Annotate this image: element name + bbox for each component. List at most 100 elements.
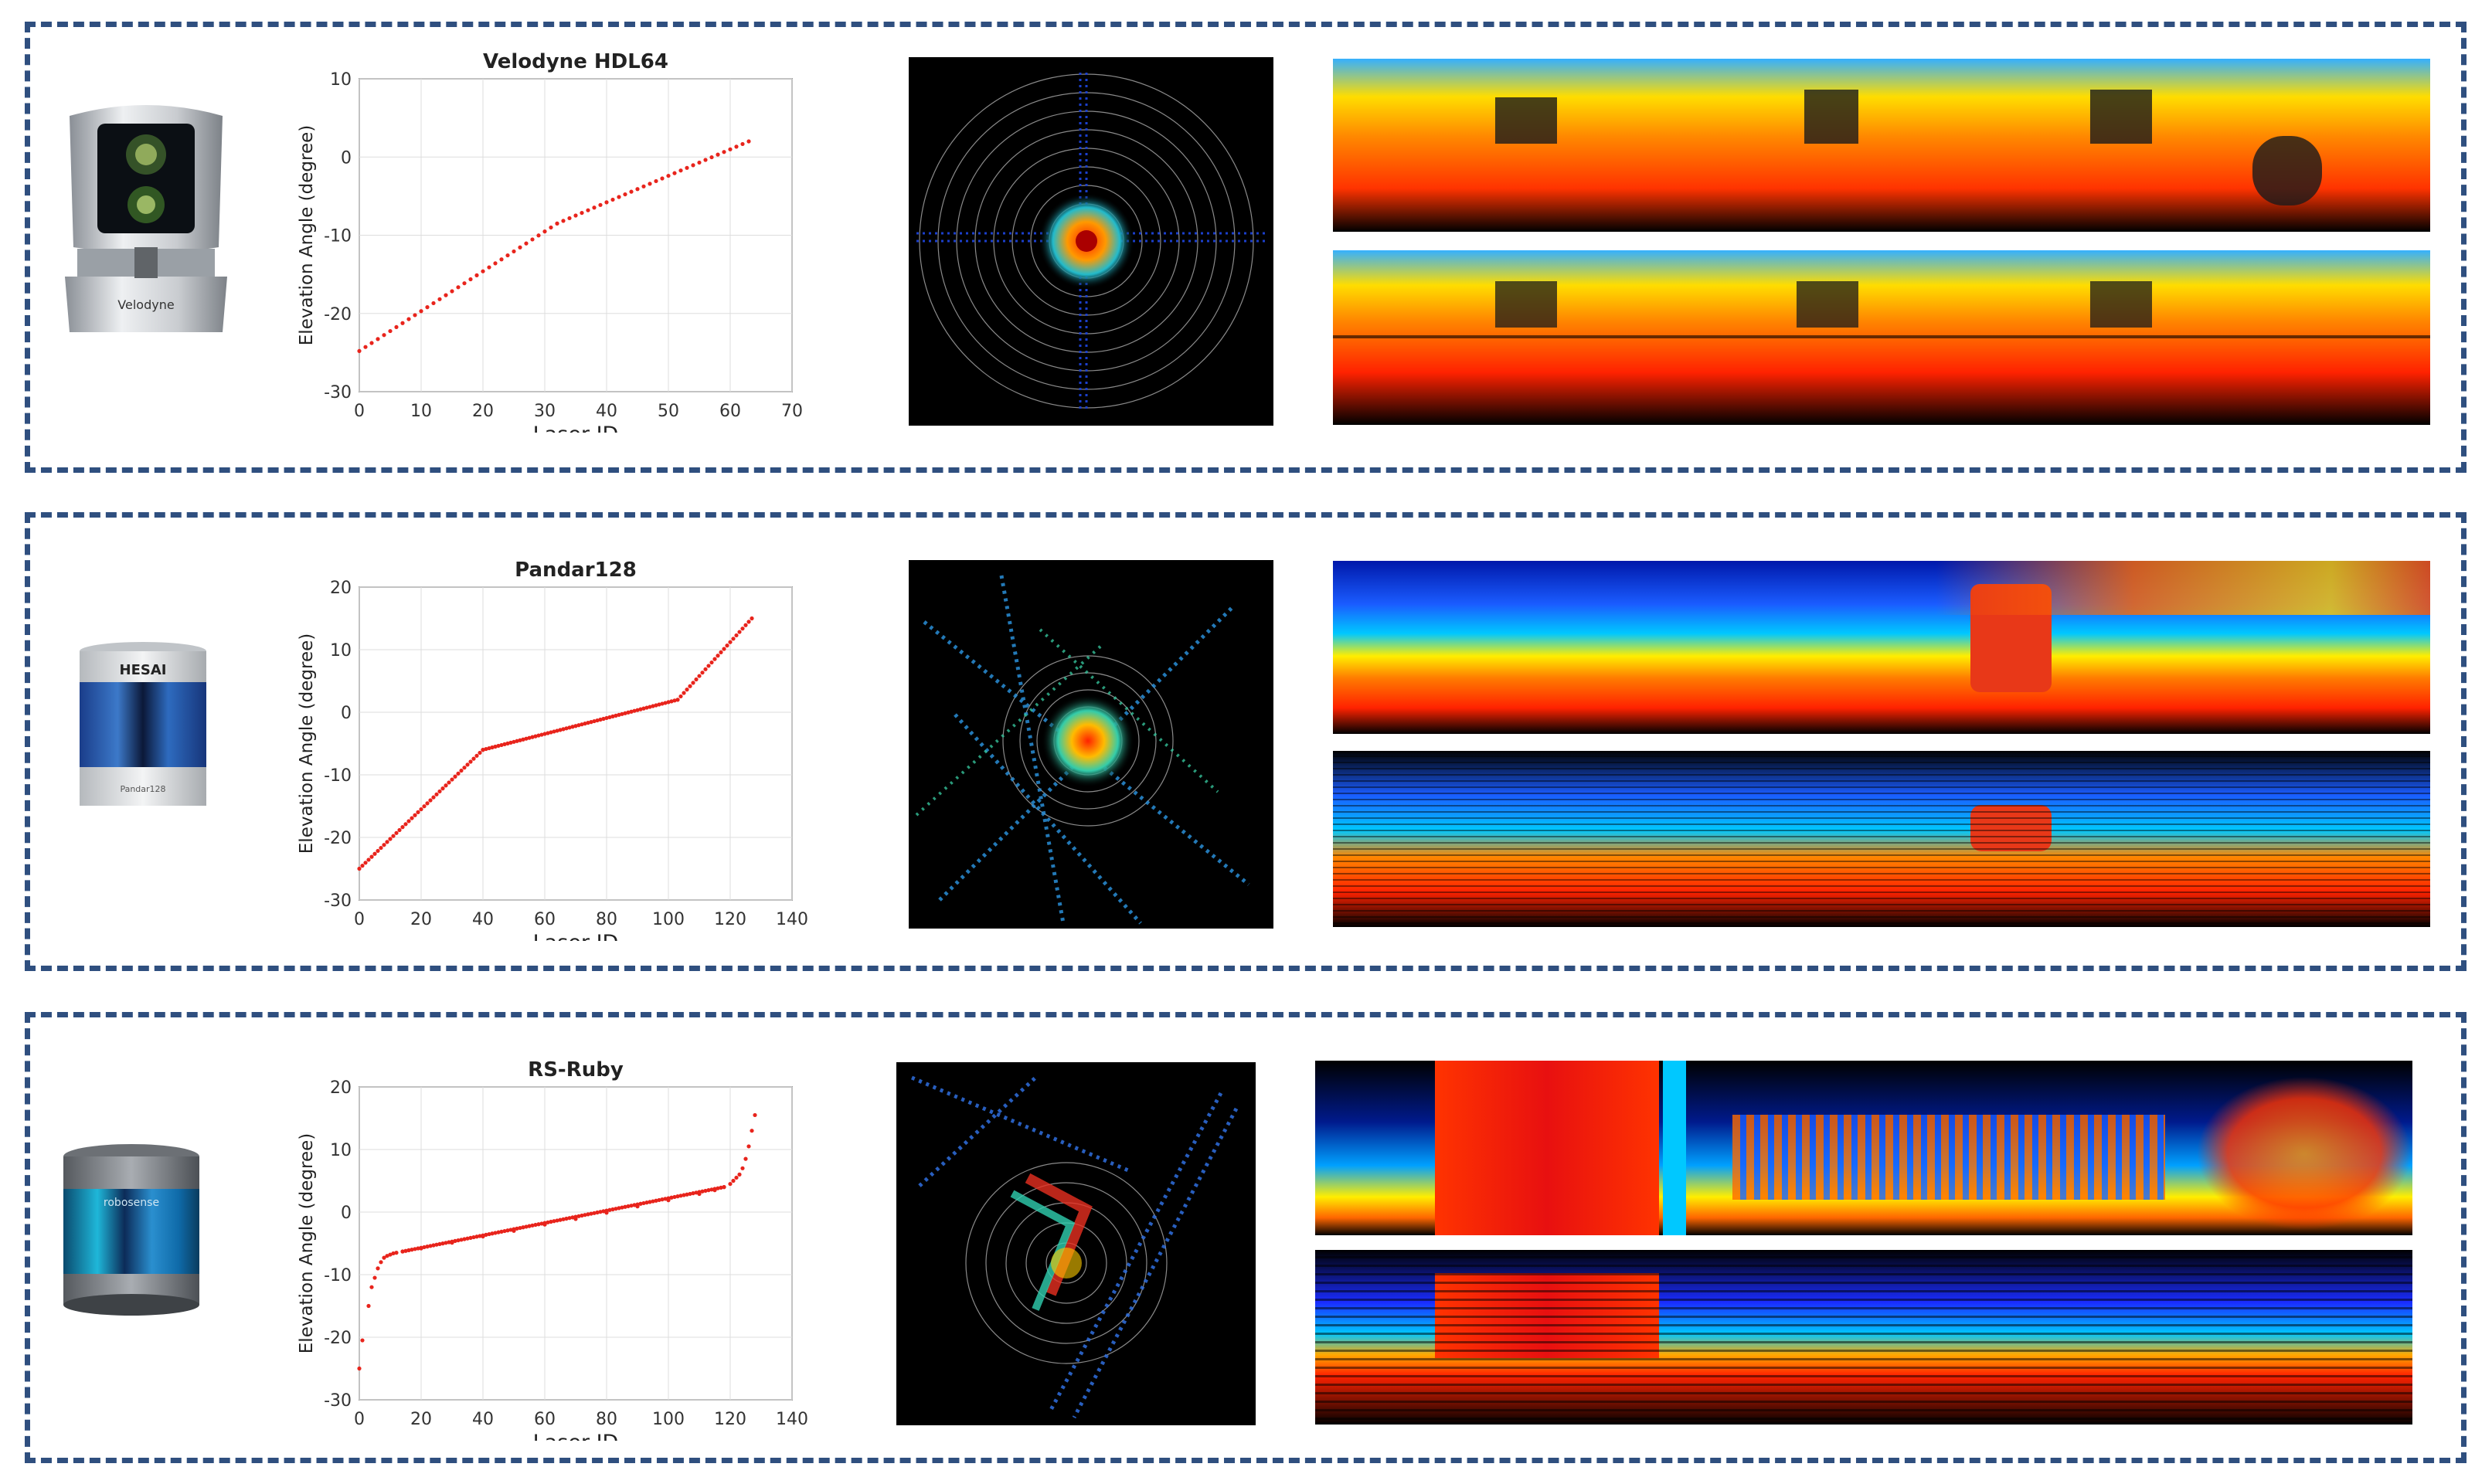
- data-point: [750, 1129, 754, 1133]
- data-point: [623, 192, 627, 197]
- data-point: [406, 819, 411, 824]
- data-point: [722, 647, 726, 651]
- data-point: [539, 1221, 544, 1226]
- data-point: [691, 163, 695, 168]
- data-point: [737, 630, 742, 634]
- data-point: [589, 720, 593, 725]
- data-point: [431, 795, 436, 800]
- data-point: [394, 830, 399, 835]
- y-tick-label: -30: [324, 1391, 352, 1411]
- data-point: [570, 725, 575, 729]
- data-point: [462, 281, 467, 286]
- data-point: [734, 144, 739, 149]
- data-point: [413, 1247, 417, 1251]
- data-point: [614, 1207, 618, 1211]
- data-point: [549, 225, 553, 230]
- y-tick-label: 20: [330, 579, 352, 598]
- data-point: [468, 1235, 473, 1240]
- data-point: [369, 341, 374, 345]
- data-point: [413, 813, 417, 817]
- data-point: [391, 1251, 396, 1256]
- bev-pointcloud-velodyne: [909, 57, 1273, 426]
- data-point: [583, 1213, 587, 1217]
- data-point: [536, 733, 541, 738]
- x-tick-label: 10: [410, 402, 432, 421]
- data-point: [567, 725, 572, 730]
- data-point: [512, 1227, 516, 1231]
- data-point: [675, 1194, 680, 1199]
- data-point: [678, 1194, 683, 1198]
- data-point: [648, 705, 652, 709]
- x-tick-label: 80: [596, 1410, 617, 1429]
- data-point: [644, 1200, 649, 1205]
- data-point: [672, 698, 677, 703]
- data-point: [530, 237, 535, 242]
- data-point: [490, 745, 495, 750]
- data-point: [447, 1240, 451, 1245]
- data-point: [419, 309, 423, 314]
- data-point: [657, 702, 661, 707]
- data-point: [666, 1196, 671, 1200]
- data-point: [403, 1248, 408, 1253]
- data-point: [410, 1248, 414, 1252]
- data-point: [546, 731, 550, 735]
- data-point: [533, 734, 538, 739]
- data-point: [746, 139, 751, 144]
- data-point: [709, 1187, 714, 1192]
- data-point: [465, 762, 470, 767]
- data-point: [524, 1224, 529, 1229]
- data-point: [567, 1216, 572, 1221]
- data-point: [740, 627, 745, 631]
- data-point: [623, 711, 627, 715]
- data-point: [601, 716, 606, 722]
- data-point: [397, 827, 402, 833]
- data-point: [542, 1221, 547, 1225]
- data-point: [740, 141, 745, 147]
- data-point: [360, 1338, 365, 1343]
- x-tick-label: 40: [596, 402, 617, 421]
- data-point: [366, 857, 371, 862]
- y-tick-label: 10: [330, 641, 352, 660]
- data-point: [722, 150, 726, 155]
- data-point: [595, 718, 600, 723]
- x-axis-label: Laser ID: [533, 1431, 619, 1441]
- data-point: [675, 698, 680, 702]
- data-point: [725, 644, 729, 648]
- elevation-chart-rsruby: RS-Ruby02040608010012014020100-10-20-30L…: [297, 1058, 808, 1441]
- data-point: [416, 810, 420, 814]
- data-point: [413, 313, 417, 318]
- data-point: [660, 176, 665, 181]
- y-tick-label: -20: [324, 1329, 352, 1348]
- x-tick-label: 100: [652, 910, 685, 929]
- x-tick-label: 80: [596, 910, 617, 929]
- data-point: [376, 1266, 380, 1271]
- data-point: [685, 688, 689, 692]
- data-point: [601, 1209, 606, 1214]
- x-tick-label: 20: [472, 402, 494, 421]
- data-point: [620, 711, 624, 716]
- sensor-brand-label: robosense: [104, 1197, 159, 1209]
- data-point: [406, 1248, 411, 1253]
- data-point: [440, 1241, 445, 1246]
- x-tick-label: 0: [354, 910, 365, 929]
- data-point: [410, 816, 414, 820]
- data-point: [474, 1234, 479, 1239]
- data-point: [444, 1241, 448, 1245]
- data-point: [672, 1194, 677, 1200]
- data-point: [697, 160, 702, 165]
- data-point: [487, 745, 491, 751]
- data-point: [453, 1238, 457, 1243]
- data-point: [385, 1254, 389, 1258]
- data-point: [660, 1197, 665, 1202]
- data-point: [459, 1238, 464, 1242]
- data-point: [586, 208, 590, 212]
- data-point: [478, 750, 482, 756]
- y-tick-label: 0: [341, 148, 352, 168]
- data-point: [376, 848, 380, 854]
- data-point: [654, 1198, 658, 1203]
- data-point: [505, 741, 510, 745]
- data-point: [595, 1210, 600, 1215]
- data-point: [740, 1166, 745, 1170]
- data-point: [521, 1225, 525, 1230]
